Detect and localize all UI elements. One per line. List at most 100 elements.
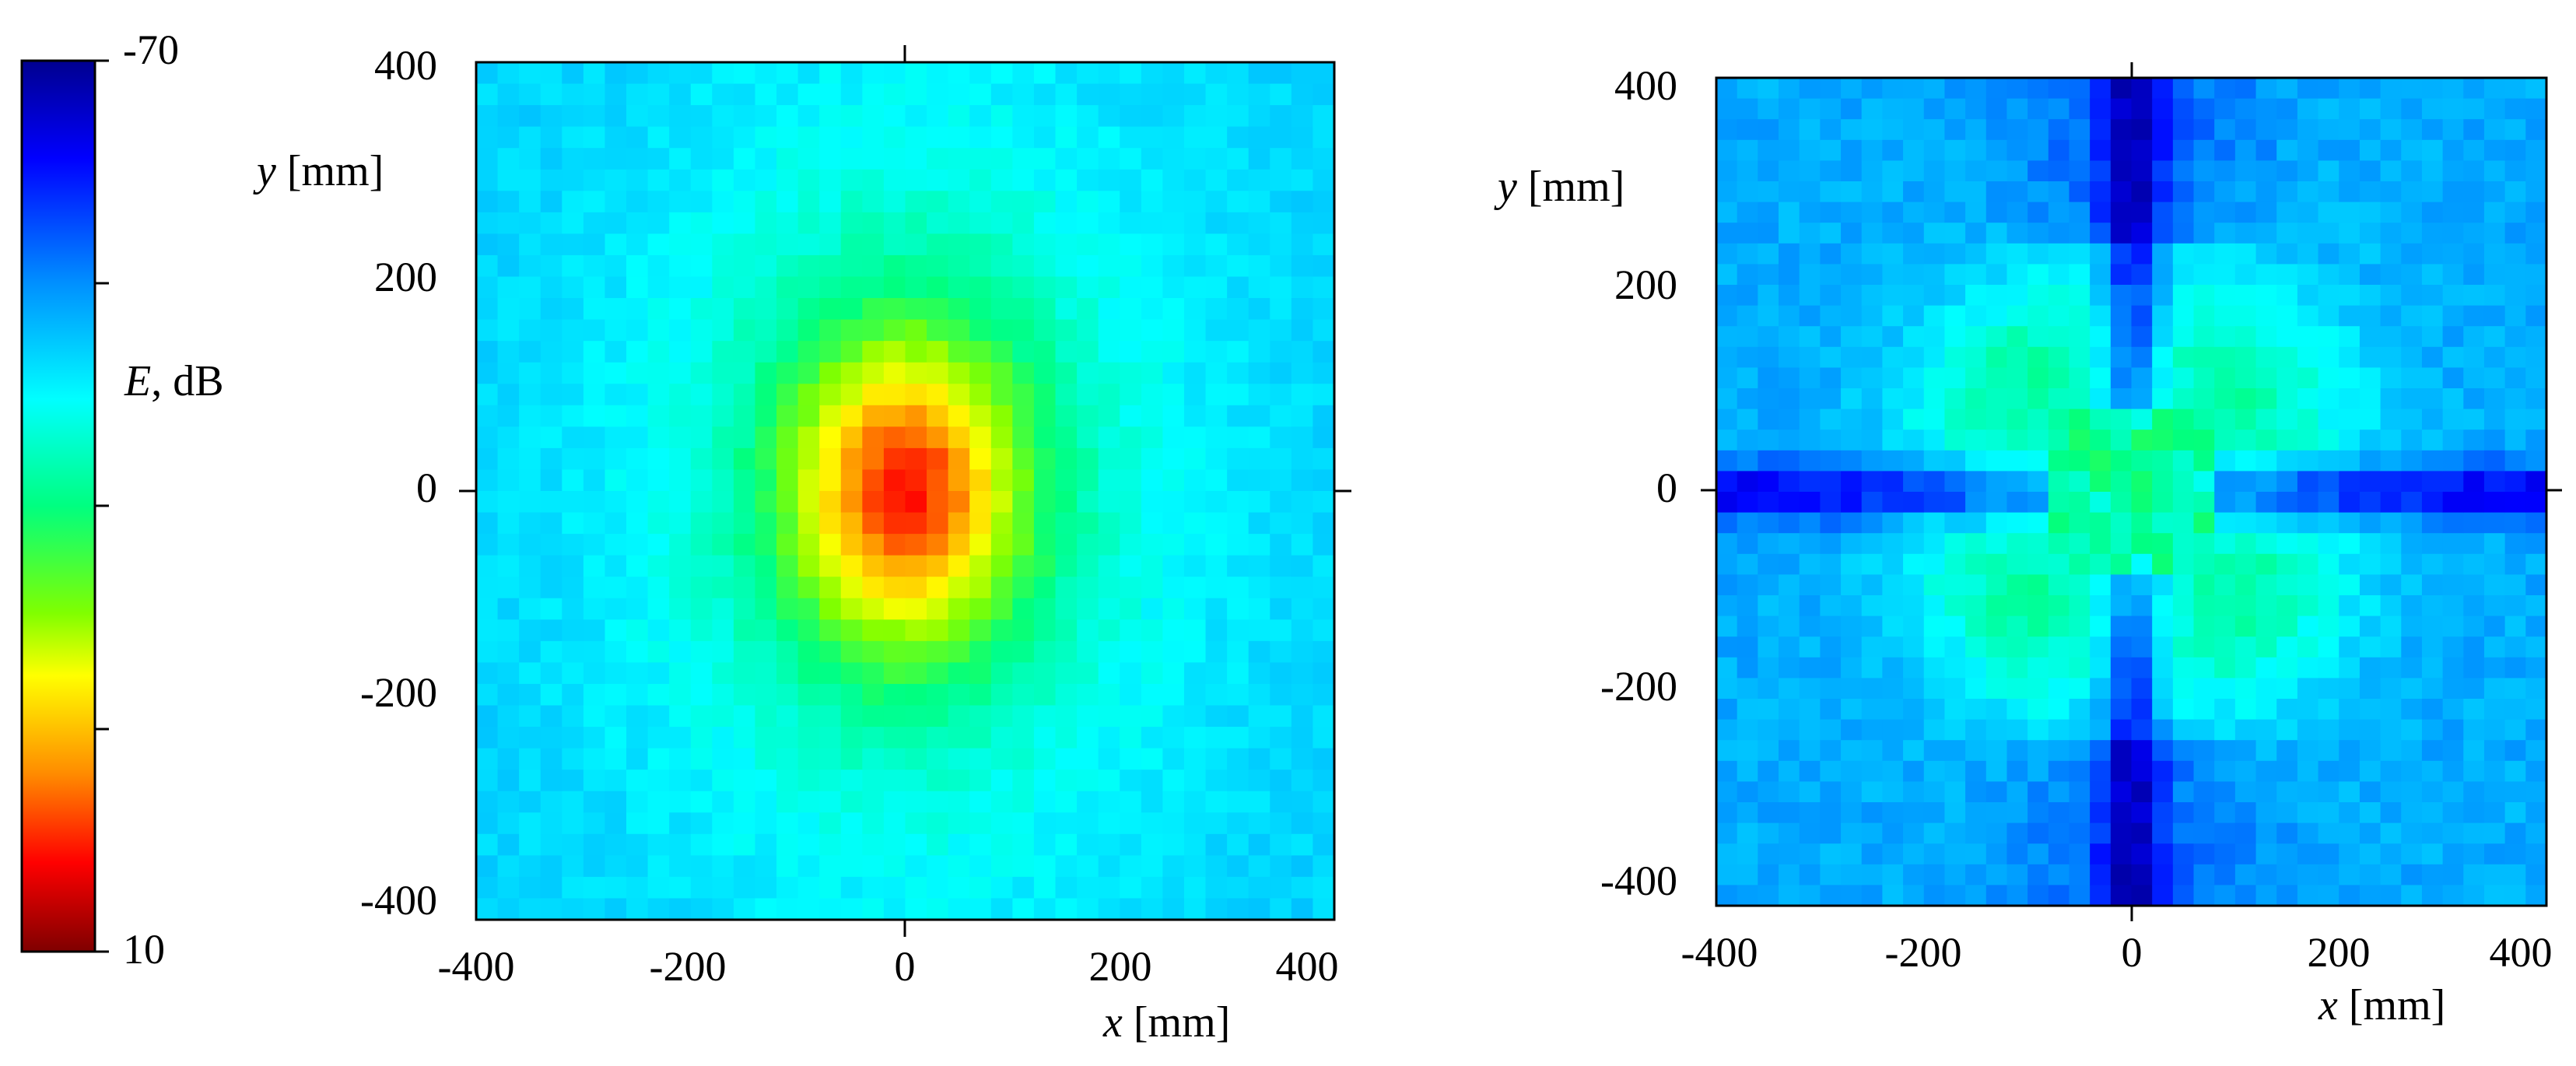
heatmap-right-cell — [2318, 98, 2339, 120]
heatmap-right-cell — [1799, 326, 1821, 348]
ytick-label: -200 — [1600, 663, 1677, 710]
heatmap-left-cell — [905, 384, 927, 406]
heatmap-right-cell — [2193, 678, 2215, 700]
heatmap-left-cell — [497, 105, 520, 128]
heatmap-left-cell — [497, 276, 520, 299]
heatmap-left-cell — [1227, 362, 1249, 384]
heatmap-left-cell — [476, 212, 499, 234]
heatmap-left-cell — [1055, 83, 1078, 106]
heatmap-left-cell — [905, 341, 927, 363]
heatmap-right-cell — [2442, 119, 2464, 141]
heatmap-left-cell — [990, 254, 1013, 278]
heatmap-right-cell — [2006, 595, 2028, 617]
heatmap-left-cell — [1248, 405, 1270, 427]
heatmap-right-cell — [1861, 595, 1883, 617]
heatmap-right-cell — [2193, 864, 2215, 885]
ytick-label: 0 — [1656, 465, 1677, 511]
heatmap-left-cell — [1162, 770, 1185, 792]
heatmap-right-cell — [1861, 471, 1883, 493]
heatmap-left-cell — [1205, 833, 1228, 856]
heatmap-left-cell — [1012, 577, 1035, 599]
heatmap-right-cells — [1716, 78, 2547, 906]
heatmap-left-cell — [755, 362, 777, 384]
heatmap-left-cell — [1270, 105, 1292, 128]
heatmap-right-cell — [2442, 139, 2464, 161]
heatmap-left-cell — [626, 384, 649, 406]
heatmap-right-cell — [2276, 388, 2298, 410]
heatmap-left-cell — [583, 619, 606, 642]
heatmap-left-cell — [497, 640, 520, 663]
heatmap-right-cell — [2380, 305, 2402, 327]
heatmap-left-cell — [583, 276, 606, 299]
heatmap-left-cell — [669, 191, 692, 213]
heatmap-left-cell — [1162, 512, 1185, 535]
heatmap-left-cell — [969, 598, 992, 620]
heatmap-right-cell — [2193, 388, 2215, 410]
heatmap-right-cell — [2442, 678, 2464, 700]
heatmap-left-cell — [690, 276, 713, 299]
heatmap-left-cell — [497, 833, 520, 856]
heatmap-left-cell — [927, 405, 949, 427]
heatmap-left-cell — [497, 62, 520, 85]
heatmap-right-cell — [2276, 843, 2298, 865]
heatmap-right-cell — [2131, 326, 2153, 348]
heatmap-right-cell — [2380, 430, 2402, 451]
heatmap-left-cell — [1033, 898, 1057, 920]
heatmap-right-cell — [1965, 367, 1987, 389]
heatmap-left-cell — [1183, 898, 1207, 920]
heatmap-right-cell — [2006, 243, 2028, 265]
heatmap-left-cell — [669, 62, 692, 85]
heatmap-left-cell — [583, 233, 606, 256]
heatmap-left-cell — [819, 598, 842, 620]
heatmap-right-cell — [2214, 802, 2236, 824]
heatmap-left-cell — [647, 254, 670, 278]
heatmap-right-cell — [1985, 285, 2008, 307]
xlabel-left: x [mm] — [1102, 998, 1230, 1047]
heatmap-right-cell — [2380, 285, 2402, 307]
heatmap-right-cell — [1944, 346, 1966, 368]
heatmap-left-cell — [948, 833, 970, 856]
heatmap-left-cell — [1227, 855, 1249, 878]
heatmap-right-cell — [1882, 843, 1904, 865]
heatmap-left-cell — [562, 105, 584, 128]
heatmap-left-cell — [1033, 534, 1057, 556]
heatmap-left-cell — [948, 512, 970, 535]
heatmap-right-cell — [1799, 139, 1821, 161]
heatmap-right-cell — [2152, 553, 2174, 575]
heatmap-left-cell — [690, 619, 713, 642]
heatmap-right-cell — [2504, 285, 2526, 307]
heatmap-right-cell — [2110, 78, 2133, 100]
heatmap-left-cell — [1077, 298, 1099, 321]
heatmap-left-cell — [583, 405, 606, 427]
heatmap-right-cell — [2172, 326, 2195, 348]
heatmap-left-cell — [1055, 577, 1078, 599]
heatmap-right-cell — [2069, 595, 2091, 617]
heatmap-right-cell — [2152, 533, 2174, 555]
heatmap-left-cell — [1033, 233, 1057, 256]
heatmap-right-cell — [1985, 305, 2008, 327]
heatmap-left-cell — [862, 662, 885, 685]
heatmap-left-cell — [1270, 598, 1292, 620]
heatmap-left-cell — [562, 126, 584, 149]
heatmap-left-cell — [1291, 727, 1314, 749]
heatmap-left-cell — [1270, 126, 1292, 149]
heatmap-left-cell — [969, 876, 992, 899]
heatmap-left-cell — [605, 469, 627, 492]
heatmap-right-cell — [2318, 512, 2339, 534]
heatmap-right-cell — [2318, 305, 2339, 327]
heatmap-right-cell — [1716, 160, 1738, 182]
heatmap-left-cell — [605, 640, 627, 663]
heatmap-left-cell — [562, 169, 584, 191]
heatmap-left-cell — [862, 298, 885, 321]
heatmap-right-cell — [2504, 367, 2526, 389]
heatmap-left-cell — [776, 791, 799, 813]
heatmap-right-cell — [2193, 512, 2215, 534]
heatmap-left-cell — [519, 362, 541, 384]
heatmap-right-cell — [2069, 409, 2091, 430]
heatmap-right-cell — [1716, 843, 1738, 865]
heatmap-left-cell — [927, 254, 949, 278]
heatmap-left-cell — [927, 683, 949, 707]
heatmap-left-cell — [647, 727, 670, 749]
heatmap-right-cell — [2131, 181, 2153, 203]
heatmap-right-cell — [2006, 574, 2028, 596]
